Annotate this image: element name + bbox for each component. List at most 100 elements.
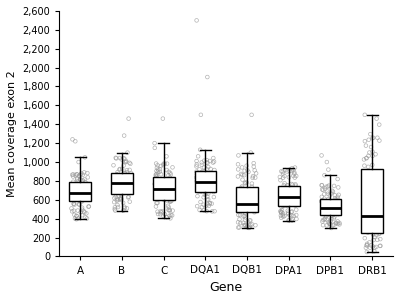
Point xyxy=(84,175,91,180)
Point xyxy=(332,196,338,201)
Point xyxy=(370,237,377,242)
Point xyxy=(374,199,380,204)
Point xyxy=(365,228,371,233)
Point xyxy=(194,172,200,177)
Point xyxy=(209,180,215,185)
Point xyxy=(327,211,333,216)
Point xyxy=(369,136,376,141)
Point xyxy=(84,188,91,192)
Point xyxy=(371,222,377,227)
Point xyxy=(326,208,332,213)
Point xyxy=(291,171,298,176)
Point xyxy=(289,202,296,206)
Point xyxy=(200,195,207,200)
Point xyxy=(71,208,77,213)
Point xyxy=(196,208,203,213)
Point xyxy=(321,173,328,178)
Point xyxy=(330,216,337,221)
Point xyxy=(74,194,80,199)
Point xyxy=(332,193,338,198)
Point xyxy=(364,250,370,254)
Point xyxy=(120,177,127,182)
Point xyxy=(366,137,372,142)
Point xyxy=(77,177,83,182)
Point xyxy=(167,216,174,221)
Point xyxy=(193,164,200,169)
Point xyxy=(293,217,300,222)
Point xyxy=(78,210,84,215)
Point xyxy=(331,222,338,227)
Point xyxy=(122,176,129,181)
Point xyxy=(373,233,380,237)
Point xyxy=(194,178,200,183)
Point xyxy=(208,166,214,171)
Point xyxy=(242,200,248,205)
Point xyxy=(126,160,133,165)
Point xyxy=(121,133,127,138)
Point xyxy=(195,178,201,182)
Point xyxy=(124,168,130,172)
Point xyxy=(72,173,79,178)
Point xyxy=(289,189,296,194)
Point xyxy=(125,195,131,200)
Point xyxy=(69,197,75,201)
Point xyxy=(211,209,218,214)
Point xyxy=(286,190,292,195)
Point xyxy=(204,209,210,213)
Point xyxy=(244,223,250,228)
Point xyxy=(288,197,294,201)
Point xyxy=(121,156,128,161)
Point xyxy=(239,184,245,189)
Point xyxy=(330,201,336,206)
Point xyxy=(204,202,211,207)
Point xyxy=(208,201,215,206)
Point xyxy=(242,222,248,227)
Point xyxy=(210,182,216,187)
Point xyxy=(70,191,76,196)
Point xyxy=(280,187,286,192)
Point xyxy=(285,212,292,216)
Point xyxy=(168,190,174,195)
Point xyxy=(86,197,92,202)
Point xyxy=(120,187,126,192)
Point xyxy=(120,200,126,205)
Point xyxy=(244,168,250,173)
Point xyxy=(235,162,241,167)
Point xyxy=(278,205,285,209)
Point xyxy=(291,190,298,195)
Point xyxy=(239,208,245,213)
Y-axis label: Mean coverage exon 2: Mean coverage exon 2 xyxy=(7,70,17,197)
Point xyxy=(193,169,200,174)
Point xyxy=(198,170,204,175)
Point xyxy=(201,165,207,170)
Point xyxy=(117,156,123,160)
Point xyxy=(113,156,120,161)
Point xyxy=(291,200,297,205)
Point xyxy=(82,215,89,220)
PathPatch shape xyxy=(320,199,341,215)
Point xyxy=(245,219,251,224)
Point xyxy=(74,189,81,194)
Point xyxy=(126,167,133,172)
Point xyxy=(159,182,166,187)
Point xyxy=(377,244,384,248)
Point xyxy=(115,205,121,209)
Point xyxy=(72,216,78,221)
Point xyxy=(282,188,288,193)
Point xyxy=(281,203,287,208)
Point xyxy=(200,202,207,207)
Point xyxy=(321,205,327,210)
Point xyxy=(242,180,248,185)
Point xyxy=(156,196,162,201)
Point xyxy=(370,244,376,249)
Point xyxy=(83,184,89,189)
Point xyxy=(245,169,252,174)
Point xyxy=(210,160,216,165)
Point xyxy=(211,159,217,164)
Point xyxy=(168,185,175,190)
Point xyxy=(164,195,171,200)
Point xyxy=(372,152,379,157)
Point xyxy=(208,176,214,181)
Point xyxy=(251,195,258,200)
Point xyxy=(204,160,211,165)
